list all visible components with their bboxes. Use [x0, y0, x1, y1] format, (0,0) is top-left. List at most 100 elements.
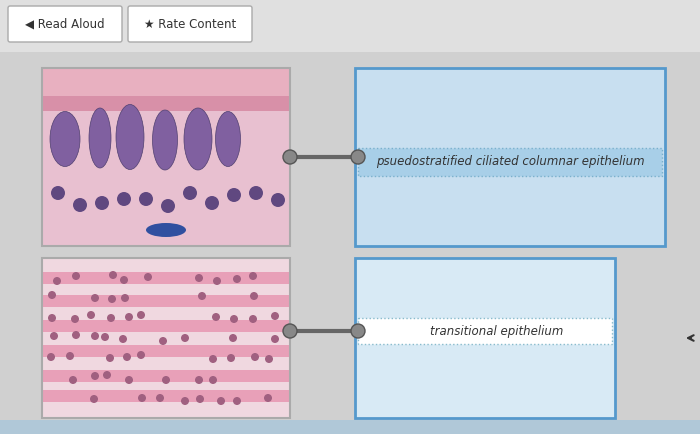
Circle shape [117, 192, 131, 206]
Circle shape [72, 331, 80, 339]
Circle shape [121, 294, 129, 302]
Circle shape [183, 186, 197, 200]
Circle shape [249, 272, 257, 280]
Circle shape [162, 376, 170, 384]
FancyBboxPatch shape [42, 320, 290, 332]
FancyBboxPatch shape [0, 420, 700, 434]
FancyBboxPatch shape [358, 148, 662, 176]
Circle shape [283, 324, 297, 338]
Circle shape [119, 335, 127, 343]
Circle shape [212, 313, 220, 321]
Circle shape [265, 355, 273, 363]
Circle shape [50, 332, 58, 340]
Circle shape [181, 334, 189, 342]
FancyBboxPatch shape [42, 272, 290, 284]
Text: transitional epithelium: transitional epithelium [430, 325, 564, 338]
FancyBboxPatch shape [42, 68, 290, 246]
Circle shape [123, 353, 131, 361]
Circle shape [90, 395, 98, 403]
Circle shape [271, 335, 279, 343]
FancyBboxPatch shape [42, 370, 290, 382]
Circle shape [198, 292, 206, 300]
FancyBboxPatch shape [355, 68, 665, 246]
Circle shape [230, 315, 238, 323]
Circle shape [249, 186, 263, 200]
Circle shape [137, 351, 145, 359]
Circle shape [103, 371, 111, 379]
Circle shape [251, 353, 259, 361]
Circle shape [195, 376, 203, 384]
Circle shape [108, 295, 116, 303]
Circle shape [138, 394, 146, 402]
Circle shape [159, 337, 167, 345]
Circle shape [95, 196, 109, 210]
Circle shape [139, 192, 153, 206]
Ellipse shape [216, 112, 241, 167]
Circle shape [53, 277, 61, 285]
Circle shape [264, 394, 272, 402]
Circle shape [48, 291, 56, 299]
Circle shape [213, 277, 221, 285]
FancyBboxPatch shape [42, 345, 290, 357]
Circle shape [227, 354, 235, 362]
Ellipse shape [146, 223, 186, 237]
Circle shape [229, 334, 237, 342]
Circle shape [73, 198, 87, 212]
Circle shape [250, 292, 258, 300]
FancyBboxPatch shape [42, 96, 290, 111]
FancyBboxPatch shape [42, 390, 290, 402]
Ellipse shape [153, 110, 178, 170]
Ellipse shape [50, 112, 80, 167]
Circle shape [87, 311, 95, 319]
FancyBboxPatch shape [358, 318, 612, 344]
Circle shape [283, 150, 297, 164]
FancyBboxPatch shape [0, 0, 700, 52]
Circle shape [109, 271, 117, 279]
Circle shape [227, 188, 241, 202]
FancyBboxPatch shape [128, 6, 252, 42]
Circle shape [233, 275, 241, 283]
Circle shape [144, 273, 152, 281]
Ellipse shape [116, 105, 144, 170]
FancyBboxPatch shape [42, 258, 290, 418]
Circle shape [217, 397, 225, 405]
Circle shape [91, 294, 99, 302]
FancyBboxPatch shape [42, 295, 290, 307]
Circle shape [72, 272, 80, 280]
Circle shape [107, 314, 115, 322]
Circle shape [196, 395, 204, 403]
Circle shape [209, 376, 217, 384]
Circle shape [195, 274, 203, 282]
FancyBboxPatch shape [8, 6, 122, 42]
Circle shape [101, 333, 109, 341]
Circle shape [351, 324, 365, 338]
Text: ◀︎ Read Aloud: ◀︎ Read Aloud [25, 17, 105, 30]
FancyBboxPatch shape [0, 52, 700, 434]
Circle shape [47, 353, 55, 361]
Text: psuedostratified ciliated columnar epithelium: psuedostratified ciliated columnar epith… [376, 155, 644, 168]
Circle shape [125, 313, 133, 321]
Circle shape [69, 376, 77, 384]
Circle shape [51, 186, 65, 200]
FancyBboxPatch shape [42, 68, 290, 96]
FancyBboxPatch shape [355, 258, 615, 418]
Text: ★ Rate Content: ★ Rate Content [144, 17, 236, 30]
Circle shape [125, 376, 133, 384]
Circle shape [91, 332, 99, 340]
Circle shape [137, 311, 145, 319]
Circle shape [48, 314, 56, 322]
Circle shape [233, 397, 241, 405]
Circle shape [71, 315, 79, 323]
Circle shape [249, 315, 257, 323]
Circle shape [181, 397, 189, 405]
Circle shape [351, 150, 365, 164]
Circle shape [156, 394, 164, 402]
Circle shape [66, 352, 74, 360]
Circle shape [161, 199, 175, 213]
Circle shape [106, 354, 114, 362]
Circle shape [120, 276, 128, 284]
Ellipse shape [89, 108, 111, 168]
Circle shape [209, 355, 217, 363]
Circle shape [91, 372, 99, 380]
Circle shape [271, 193, 285, 207]
